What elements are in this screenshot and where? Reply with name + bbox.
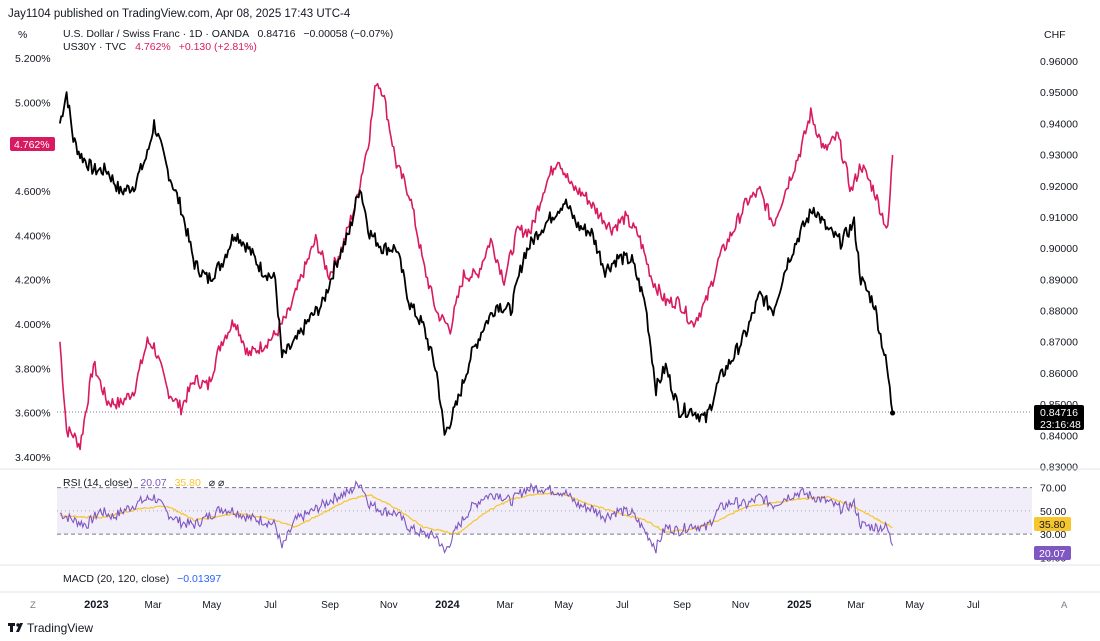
legend-main-value: 0.84716: [257, 28, 295, 40]
time-axis-label: Nov: [380, 600, 398, 611]
time-axis-label: Mar: [847, 600, 865, 611]
right-tick-label: 0.91000: [1040, 212, 1078, 224]
time-axis-label: May: [202, 600, 221, 611]
legend-main-change: −0.00058 (−0.07%): [303, 28, 393, 40]
time-axis-label: Sep: [321, 600, 339, 611]
time-axis-label: 2025: [787, 599, 811, 611]
right-tick-label: 0.92000: [1040, 181, 1078, 193]
left-tick-label: 5.200%: [15, 53, 51, 65]
right-tick-label: 0.93000: [1040, 150, 1078, 162]
right-tick-label: 0.96000: [1040, 56, 1078, 68]
rsi-label-value: 20.07: [140, 477, 166, 489]
us30y-line: [59, 82, 894, 451]
left-axis-unit: %: [18, 29, 27, 41]
us30y-badge: 4.762%: [10, 137, 55, 151]
usdchf-badge-value: 0.84716: [1040, 407, 1078, 419]
right-tick-label: 0.86000: [1040, 368, 1078, 380]
time-axis-label: Mar: [145, 600, 163, 611]
svg-text:US30Y · TVC 4.762%: US30Y · TVC 4.762% +0.130 (+2.81%): [63, 41, 257, 53]
countdown: 23:16:48: [1040, 419, 1081, 431]
left-tick-label: 3.400%: [15, 452, 51, 464]
right-tick-label: 0.89000: [1040, 274, 1078, 286]
right-tick-label: 0.90000: [1040, 243, 1078, 255]
right-tick-label: 0.95000: [1040, 87, 1078, 99]
right-tick-label: 0.88000: [1040, 306, 1078, 318]
rsi-label: RSI (14, close): [63, 477, 132, 489]
time-axis-label: Jul: [264, 600, 277, 611]
rsi-ma-line: [59, 492, 893, 535]
time-axis-label: Jul: [616, 600, 629, 611]
left-axis: 5.200%5.000%4.800%4.600%4.400%4.200%4.00…: [15, 53, 51, 464]
svg-text:RSI (14, close) 20.07: RSI (14, close) 20.07 35.80 ⌀ ⌀: [63, 477, 225, 489]
macd-label: MACD (20, 120, close): [63, 573, 169, 585]
time-axis-label: Jul: [967, 600, 980, 611]
left-tick-label: 5.000%: [15, 97, 51, 109]
right-tick-label: 0.87000: [1040, 337, 1078, 349]
macd-pane[interactable]: MACD (20, 120, close) −0.01397: [63, 573, 221, 585]
tradingview-brand: TradingView: [27, 621, 93, 635]
right-tick-label: 0.94000: [1040, 118, 1078, 130]
svg-text:Z: Z: [30, 600, 36, 611]
rsi-line: [59, 480, 894, 554]
left-tick-label: 3.600%: [15, 408, 51, 420]
rsi-label-ma: 35.80: [175, 477, 201, 489]
rsi-tick-label: 50.00: [1040, 506, 1066, 518]
time-axis[interactable]: 2023 Mar May Jul Sep Nov 2024 Mar May Jul Sep Nov 20…: [84, 599, 980, 611]
svg-text:U.S. Dollar / Swiss Franc · 1D: U.S. Dollar / Swiss Franc · 1D · OANDA 0…: [63, 28, 393, 40]
svg-text:20.07: 20.07: [1039, 548, 1065, 560]
right-tick-label: 0.84000: [1040, 430, 1078, 442]
left-tick-label: 4.200%: [15, 275, 51, 287]
time-axis-label: Mar: [496, 600, 514, 611]
time-axis-label: Nov: [732, 600, 750, 611]
auto-scale-button[interactable]: A: [1061, 600, 1068, 611]
time-axis-label: May: [554, 600, 573, 611]
legend-second-change: +0.130 (+2.81%): [179, 41, 257, 53]
left-tick-label: 4.400%: [15, 230, 51, 242]
svg-text:A: A: [1061, 600, 1068, 611]
time-axis-label: Sep: [673, 600, 691, 611]
main-pane[interactable]: 5.200%5.000%4.800%4.600%4.400%4.200%4.00…: [15, 53, 1078, 473]
usdchf-badge: 0.84716 23:16:48: [1034, 405, 1084, 431]
right-tick-label: 0.83000: [1040, 461, 1078, 473]
legend-second-name: US30Y · TVC: [63, 41, 127, 53]
left-tick-label: 4.600%: [15, 186, 51, 198]
rsi-value-badge: 20.07: [1034, 546, 1071, 560]
right-axis-unit: CHF: [1044, 29, 1066, 41]
usdchf-last-point: [889, 410, 896, 416]
zoom-z-button[interactable]: Z: [30, 600, 36, 611]
time-axis-label: 2023: [84, 599, 108, 611]
svg-text:35.80: 35.80: [1039, 519, 1065, 531]
macd-label-value: −0.01397: [177, 573, 221, 585]
left-tick-label: 4.000%: [15, 319, 51, 331]
rsi-tick-label: 30.00: [1040, 529, 1066, 541]
svg-text:MACD (20, 120, close) −0: MACD (20, 120, close) −0.01397: [63, 573, 221, 585]
time-axis-label: 2024: [435, 599, 460, 611]
rsi-ma-badge: 35.80: [1034, 517, 1071, 531]
left-tick-label: 3.800%: [15, 363, 51, 375]
visibility-icon[interactable]: ⌀ ⌀: [209, 477, 225, 489]
legend: U.S. Dollar / Swiss Franc · 1D · OANDA 0…: [63, 28, 393, 53]
time-axis-label: May: [905, 600, 924, 611]
tradingview-logo: TradingView: [8, 621, 93, 635]
rsi-tick-label: 70.00: [1040, 483, 1066, 495]
legend-main-name: U.S. Dollar / Swiss Franc · 1D · OANDA: [63, 28, 249, 40]
svg-text:4.762%: 4.762%: [14, 139, 50, 151]
usdchf-line: [59, 91, 894, 436]
legend-second-value: 4.762%: [135, 41, 171, 53]
publisher-line: Jay1104 published on TradingView.com, Ap…: [8, 8, 351, 20]
